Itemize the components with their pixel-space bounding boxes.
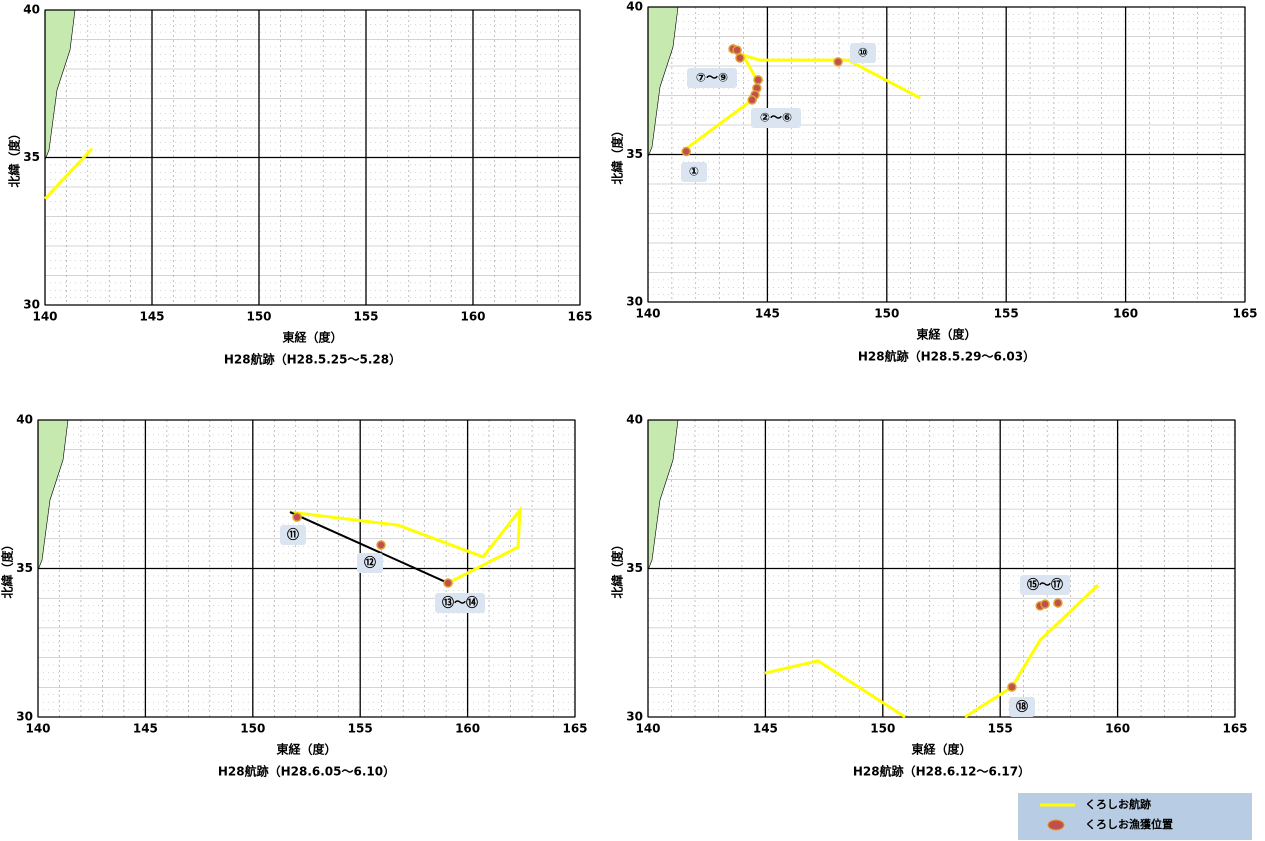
y-tick-label: 40 — [626, 413, 643, 427]
y-tick-label: 35 — [23, 150, 40, 164]
x-tick-label: 145 — [139, 310, 164, 324]
catch-point — [444, 579, 452, 587]
annotation: ⑪ — [287, 527, 299, 542]
x-axis-label: 東経（度） — [282, 330, 342, 345]
chart-title: H28航跡（H28.6.05～6.10） — [218, 764, 395, 779]
x-tick-label: 160 — [455, 722, 480, 736]
catch-point — [754, 76, 762, 84]
y-tick-label: 30 — [23, 298, 40, 312]
catch-point — [1041, 600, 1049, 608]
chart-title: H28航跡（H28.5.29～6.03） — [858, 349, 1035, 364]
annotation: ⑬～⑭ — [442, 595, 478, 610]
x-tick-label: 145 — [753, 722, 778, 736]
legend-text: くろしお航跡 — [1085, 797, 1151, 811]
annotation: ⑱ — [1016, 699, 1028, 714]
legend-text: くろしお漁獲位置 — [1085, 817, 1173, 831]
x-tick-label: 160 — [1113, 307, 1138, 321]
catch-point — [748, 96, 756, 104]
catch-point — [293, 513, 301, 521]
annotation: ⑦～⑨ — [696, 71, 728, 85]
catch-point — [682, 148, 690, 156]
y-tick-label: 40 — [626, 0, 643, 14]
x-tick-label: 145 — [755, 307, 780, 321]
y-tick-label: 30 — [16, 710, 33, 724]
x-axis-label: 東経（度） — [276, 742, 336, 757]
y-tick-label: 35 — [626, 147, 643, 161]
annotation: ②～⑥ — [760, 111, 792, 125]
x-tick-label: 150 — [246, 310, 271, 324]
y-tick-label: 35 — [626, 561, 643, 575]
catch-point — [1054, 599, 1062, 607]
catch-point — [834, 58, 842, 66]
x-tick-label: 140 — [635, 722, 660, 736]
figure: くろしお航跡 くろしお漁獲位置 140 145 150 155 160 165 30 35 40… — [0, 0, 1265, 841]
catch-point — [733, 46, 741, 54]
y-tick-label: 40 — [16, 413, 33, 427]
catch-point — [736, 54, 744, 62]
x-tick-label: 165 — [1222, 722, 1247, 736]
x-tick-label: 160 — [460, 310, 485, 324]
x-tick-label: 140 — [32, 310, 57, 324]
x-axis-label: 東経（度） — [911, 742, 971, 757]
annotation: ① — [689, 165, 699, 179]
catch-point — [377, 541, 385, 549]
chart-title: H28航跡（H28.6.12～6.17） — [853, 764, 1030, 779]
x-tick-label: 140 — [25, 722, 50, 736]
x-axis-label: 東経（度） — [916, 327, 976, 342]
legend-dot — [1048, 820, 1064, 830]
x-tick-label: 155 — [348, 722, 373, 736]
y-axis-label: 北緯（度） — [0, 538, 15, 598]
y-tick-label: 30 — [626, 710, 643, 724]
x-tick-label: 150 — [874, 307, 899, 321]
x-tick-label: 155 — [353, 310, 378, 324]
x-tick-label: 165 — [567, 310, 592, 324]
x-tick-label: 155 — [988, 722, 1013, 736]
x-tick-label: 160 — [1105, 722, 1130, 736]
annotation: ⑮～⑰ — [1027, 577, 1063, 592]
y-tick-label: 30 — [626, 295, 643, 309]
x-tick-label: 165 — [1232, 307, 1257, 321]
x-tick-label: 150 — [870, 722, 895, 736]
y-axis-label: 北緯（度） — [610, 124, 625, 184]
y-tick-label: 35 — [16, 561, 33, 575]
chart-title: H28航跡（H28.5.25～5.28） — [224, 352, 401, 367]
y-axis-label: 北緯（度） — [610, 538, 625, 598]
x-tick-label: 140 — [635, 307, 660, 321]
x-tick-label: 165 — [562, 722, 587, 736]
annotation: ⑩ — [858, 46, 868, 60]
annotation: ⑫ — [364, 555, 376, 570]
x-tick-label: 145 — [133, 722, 158, 736]
x-tick-label: 155 — [994, 307, 1019, 321]
y-tick-label: 40 — [23, 3, 40, 17]
catch-point — [1008, 683, 1016, 691]
x-tick-label: 150 — [240, 722, 265, 736]
y-axis-label: 北緯（度） — [7, 127, 22, 187]
